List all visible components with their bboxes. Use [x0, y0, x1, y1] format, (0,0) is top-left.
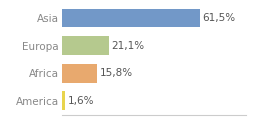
Text: 1,6%: 1,6% — [67, 96, 94, 106]
Bar — [62, 64, 97, 83]
Text: 61,5%: 61,5% — [202, 13, 235, 23]
Bar — [62, 91, 65, 110]
Text: 21,1%: 21,1% — [111, 41, 144, 51]
Bar — [62, 9, 200, 27]
Text: 15,8%: 15,8% — [99, 68, 133, 78]
Bar — [62, 36, 109, 55]
